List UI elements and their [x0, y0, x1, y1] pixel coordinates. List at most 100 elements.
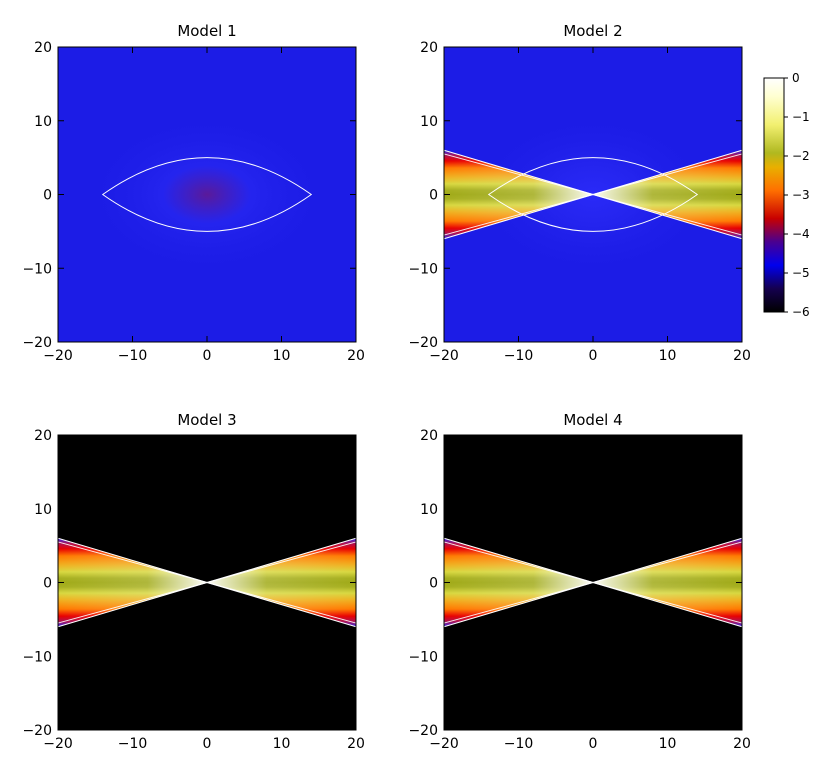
x-axis: −20 −10 0 10 20: [429, 435, 751, 752]
x-tick-label: −20: [429, 348, 459, 364]
y-tick-label: 10: [420, 502, 438, 518]
wedge-apex-right: [207, 538, 356, 627]
y-tick-label: 0: [429, 188, 438, 204]
y-axis: −20 −10 0 10 20: [22, 428, 356, 739]
y-tick-label: 0: [43, 576, 52, 592]
wedge-apex-left: [444, 538, 593, 627]
x-tick-label: 20: [347, 348, 365, 364]
y-tick-label: −20: [22, 335, 52, 351]
y-tick-label: 0: [43, 188, 52, 204]
colorbar-tick-label: −1: [792, 110, 810, 124]
y-tick-label: −20: [408, 335, 438, 351]
contour-line: [57, 541, 208, 583]
contour-line: [206, 537, 357, 583]
x-tick-label: −10: [118, 348, 148, 364]
y-tick-label: 20: [420, 40, 438, 56]
x-tick-label: 20: [733, 348, 751, 364]
y-tick-label: −10: [22, 649, 52, 665]
contour-line: [443, 582, 594, 628]
colorbar-bar: [763, 77, 785, 313]
wedge-apex-right: [593, 538, 742, 627]
x-tick-label: −20: [429, 736, 459, 752]
contour-line: [101, 157, 313, 232]
y-tick-label: 20: [420, 428, 438, 444]
colorbar: 0 −1 −2 −3 −4 −5 −6: [763, 71, 810, 319]
contour-line: [443, 582, 594, 624]
contour-line: [57, 582, 208, 624]
panel-title: Model 4: [563, 411, 622, 429]
colorbar-tick-label: −5: [792, 266, 810, 280]
y-tick-label: −20: [22, 723, 52, 739]
colorbar-ticks: 0 −1 −2 −3 −4 −5 −6: [784, 71, 810, 319]
y-tick-label: 10: [420, 114, 438, 130]
plot-area: [443, 434, 743, 731]
y-axis: −20 −10 0 10 20: [408, 428, 742, 739]
contour-line: [592, 541, 743, 583]
panel-model-1: Model 1 −20 −10 0 10 20 −20 −10 0 10 20: [22, 22, 364, 364]
y-axis: −20 −10 0 10 20: [22, 40, 356, 351]
panel-model-3: Model 3 −20 −10 0 10 20 −20 −10 0 10 20: [22, 411, 364, 752]
x-tick-label: 0: [589, 736, 598, 752]
density-glow: [81, 111, 333, 278]
panel-model-2: Model 2 −20 −10 0 10 20 −20 −10 0 10 20: [408, 22, 750, 364]
contour-line: [443, 194, 594, 240]
contour-line: [57, 582, 208, 628]
y-tick-label: 20: [34, 40, 52, 56]
x-tick-label: 20: [347, 736, 365, 752]
x-tick-label: 10: [273, 736, 291, 752]
colorbar-tick-label: −2: [792, 149, 810, 163]
contour-line: [206, 582, 357, 628]
contour-line: [592, 582, 743, 624]
x-tick-label: −10: [118, 736, 148, 752]
plot-area: [57, 434, 357, 731]
colorbar-tick-label: −4: [792, 227, 810, 241]
contour-line: [592, 149, 743, 195]
wedge-apex-left: [58, 538, 207, 627]
x-tick-label: 10: [659, 736, 677, 752]
contour-line: [443, 537, 594, 583]
panel-title: Model 2: [563, 22, 622, 40]
panel-title: Model 1: [177, 22, 236, 40]
contour-line: [206, 541, 357, 583]
x-tick-label: −20: [43, 348, 73, 364]
y-tick-label: −10: [408, 261, 438, 277]
panel-model-4: Model 4 −20 −10 0 10 20 −20 −10 0 10 20: [408, 411, 750, 752]
contour-line: [443, 149, 594, 195]
plot-area: [57, 46, 357, 343]
y-tick-label: −10: [408, 649, 438, 665]
x-tick-label: 0: [203, 348, 212, 364]
contour-line: [206, 582, 357, 624]
x-tick-label: 10: [273, 348, 291, 364]
y-tick-label: −20: [408, 723, 438, 739]
contour-line: [443, 541, 594, 583]
x-axis: −20 −10 0 10 20: [43, 435, 365, 752]
contour-line: [592, 582, 743, 628]
x-tick-label: 0: [203, 736, 212, 752]
contour-line: [443, 153, 594, 195]
y-axis: −20 −10 0 10 20: [408, 40, 742, 351]
colorbar-tick-label: −6: [792, 305, 810, 319]
contour-line: [592, 194, 743, 236]
colorbar-tick-label: −3: [792, 188, 810, 202]
wedge-apex-left: [444, 150, 593, 239]
panel-title: Model 3: [177, 411, 236, 429]
x-tick-label: 0: [589, 348, 598, 364]
plot-area: [443, 46, 743, 343]
x-tick-label: 20: [733, 736, 751, 752]
contour-line: [592, 194, 743, 240]
x-tick-label: −10: [504, 736, 534, 752]
x-tick-label: 10: [659, 348, 677, 364]
contour-line: [592, 537, 743, 583]
y-tick-label: 10: [34, 114, 52, 130]
contour-line: [592, 153, 743, 195]
y-tick-label: 0: [429, 576, 438, 592]
y-tick-label: 10: [34, 502, 52, 518]
wedge-apex-right: [593, 150, 742, 239]
x-tick-label: −20: [43, 736, 73, 752]
contour-line: [487, 157, 699, 232]
y-tick-label: −10: [22, 261, 52, 277]
contour-line: [443, 194, 594, 236]
x-axis: −20 −10 0 10 20: [43, 47, 365, 364]
contour-line: [57, 537, 208, 583]
